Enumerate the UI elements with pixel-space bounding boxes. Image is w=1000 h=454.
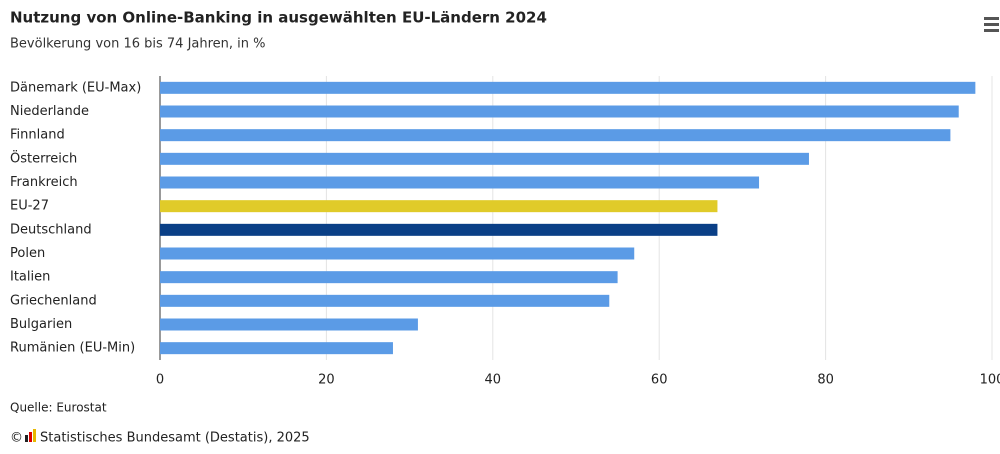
bar <box>160 81 976 94</box>
copyright-symbol: © <box>10 431 23 446</box>
logo-part <box>29 432 32 442</box>
x-tick-label: 100 <box>980 373 1000 388</box>
bar <box>160 105 959 118</box>
bar <box>160 129 951 142</box>
menu-icon[interactable] <box>984 17 999 32</box>
y-tick-label: Polen <box>10 246 45 261</box>
x-tick-label: 20 <box>318 373 335 388</box>
copyright: Statistisches Bundesamt (Destatis), 2025 <box>40 431 310 446</box>
y-tick-label: Griechenland <box>10 293 97 308</box>
x-tick-label: 0 <box>156 373 164 388</box>
bar <box>160 318 418 331</box>
y-tick-label: Österreich <box>10 149 77 166</box>
menu-bar <box>984 17 999 20</box>
y-tick-label: Italien <box>10 270 50 285</box>
menu-bar <box>984 23 999 26</box>
source: Quelle: Eurostat <box>10 401 107 415</box>
logo-part <box>33 429 36 442</box>
y-tick-label: Rumänien (EU-Min) <box>10 341 135 356</box>
chart-subtitle: Bevölkerung von 16 bis 74 Jahren, in % <box>10 37 266 52</box>
bar <box>160 294 610 307</box>
y-tick-label: Niederlande <box>10 104 89 119</box>
logo <box>25 429 36 442</box>
bar <box>160 247 635 260</box>
bar <box>160 176 760 189</box>
x-tick-label: 60 <box>651 373 668 388</box>
menu-bar <box>984 29 999 32</box>
plot: 0 20 40 60 80 100 Dänemark (EU-Max) Niederlande… <box>10 76 1000 388</box>
logo-part <box>25 435 28 442</box>
y-tick-label: Deutschland <box>10 222 92 237</box>
x-tick-label: 40 <box>485 373 502 388</box>
bar <box>160 200 718 213</box>
y-tick-label: Finnland <box>10 128 65 143</box>
x-tick-label: 80 <box>817 373 834 388</box>
bar <box>160 342 393 355</box>
y-tick-label: Bulgarien <box>10 317 72 332</box>
bar <box>160 271 618 284</box>
bar <box>160 223 718 236</box>
y-tick-label: Dänemark (EU-Max) <box>10 80 141 95</box>
y-tick-label: Frankreich <box>10 175 78 190</box>
bar <box>160 152 809 165</box>
chart-title: Nutzung von Online-Banking in ausgewählt… <box>10 9 547 27</box>
y-tick-label: EU-27 <box>10 199 49 214</box>
